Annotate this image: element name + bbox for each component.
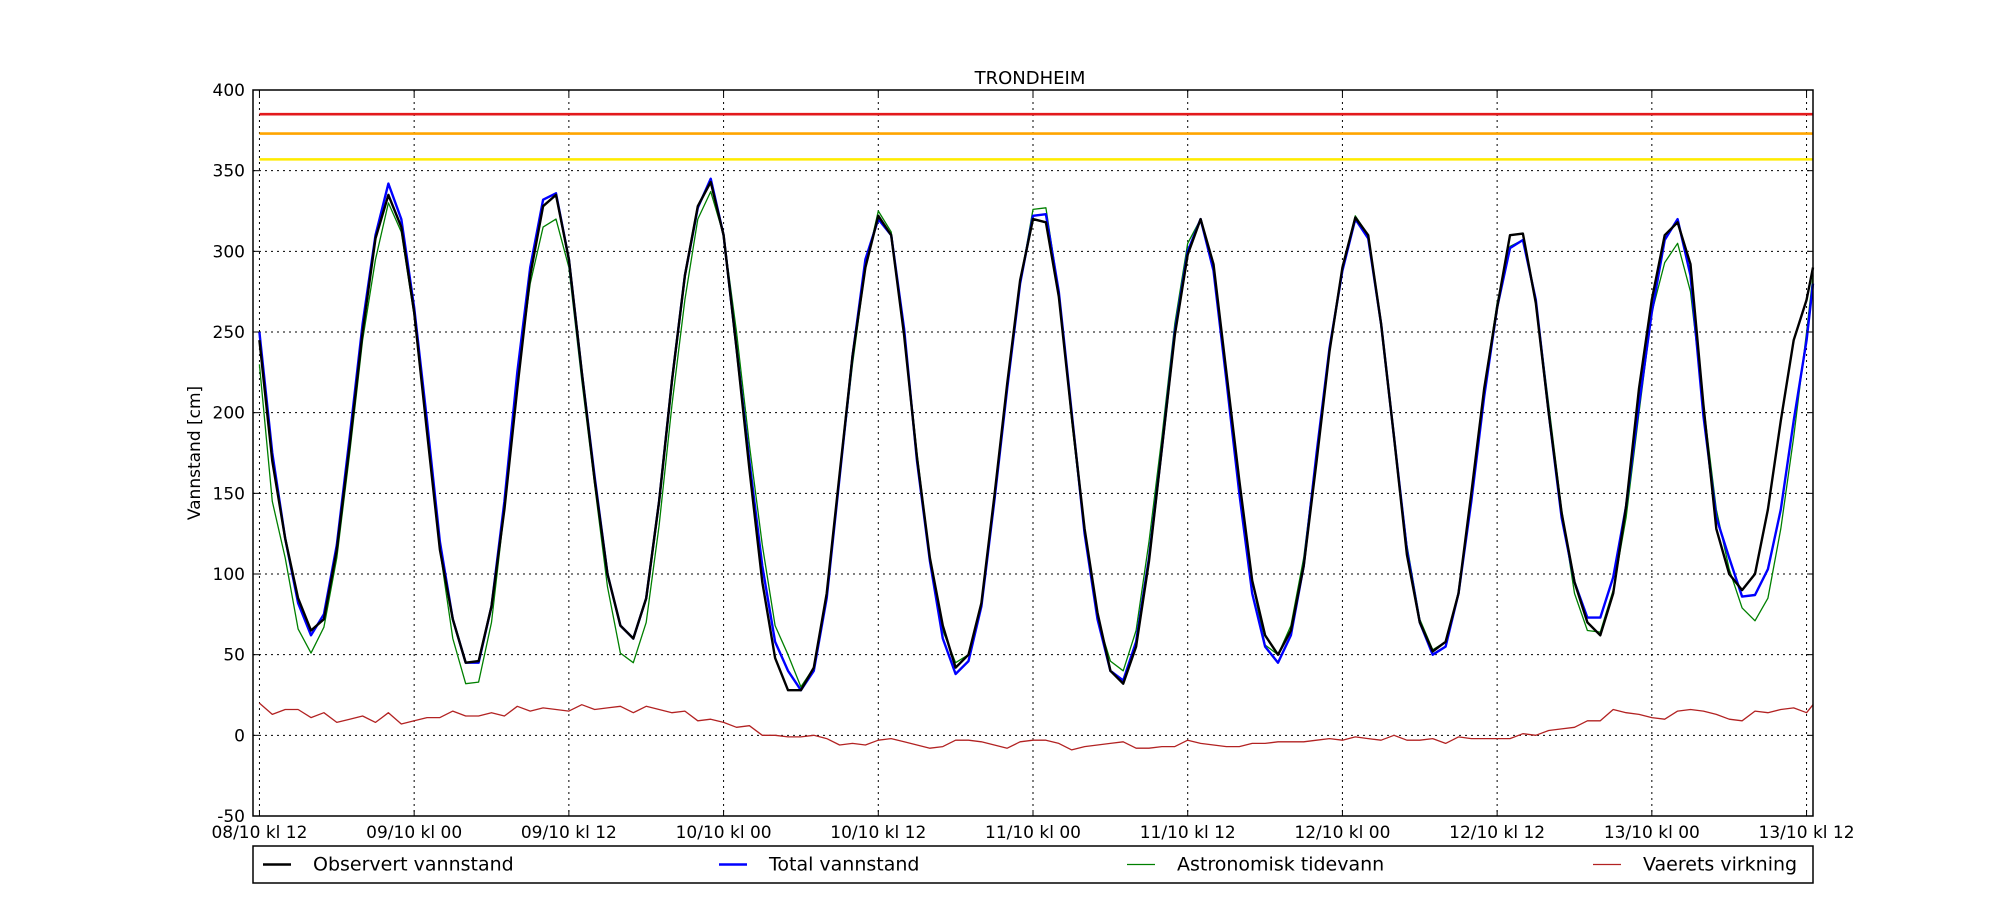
y-axis-ticks: -50 0 50 100 150 200 250 300 350 400	[213, 81, 1813, 827]
y-axis-label: Vannstand [cm]	[185, 386, 205, 520]
x-tick-label: 12/10 kl 12	[1449, 823, 1545, 843]
y-tick-label: 0	[234, 726, 245, 746]
y-tick-label: 150	[213, 484, 245, 504]
x-tick-label: 12/10 kl 00	[1294, 823, 1390, 843]
legend: Observert vannstand Total vannstand Astron…	[252, 845, 1814, 884]
x-tick-label: 09/10 kl 12	[521, 823, 617, 843]
threshold-lines	[259, 112, 1813, 161]
x-tick-label: 13/10 kl 12	[1759, 823, 1855, 843]
x-tick-label: 09/10 kl 00	[366, 823, 462, 843]
series-line-astronomisk-tidevann	[258, 190, 1814, 688]
legend-label: Astronomisk tidevann	[1177, 854, 1384, 876]
y-tick-label: -50	[217, 807, 245, 827]
x-tick-label: 10/10 kl 12	[830, 823, 926, 843]
x-tick-label: 11/10 kl 00	[985, 823, 1081, 843]
legend-label: Vaerets virkning	[1643, 854, 1797, 876]
y-tick-label: 300	[213, 242, 245, 262]
y-tick-label: 50	[223, 646, 245, 666]
x-tick-label: 11/10 kl 12	[1140, 823, 1236, 843]
grid-lines	[253, 90, 1813, 816]
y-tick-label: 350	[213, 162, 245, 182]
x-tick-label: 13/10 kl 00	[1604, 823, 1700, 843]
y-tick-label: 400	[213, 81, 245, 101]
legend-frame	[252, 845, 1814, 884]
plot-series	[258, 177, 1815, 751]
legend-label: Total vannstand	[768, 854, 919, 876]
x-axis-ticks: 08/10 kl 12 09/10 kl 00 09/10 kl 12 10/10 k…	[211, 90, 1855, 843]
chart-title: TRONDHEIM	[974, 68, 1086, 89]
legend-label: Observert vannstand	[313, 854, 514, 876]
y-tick-label: 200	[213, 404, 245, 424]
series-line-observert-vannstand	[258, 180, 1815, 692]
x-tick-label: 08/10 kl 12	[211, 823, 307, 843]
y-tick-label: 250	[213, 323, 245, 343]
x-tick-label: 10/10 kl 00	[676, 823, 772, 843]
y-tick-label: 100	[213, 565, 245, 585]
series-line-vaerets-virkning	[258, 702, 1814, 751]
